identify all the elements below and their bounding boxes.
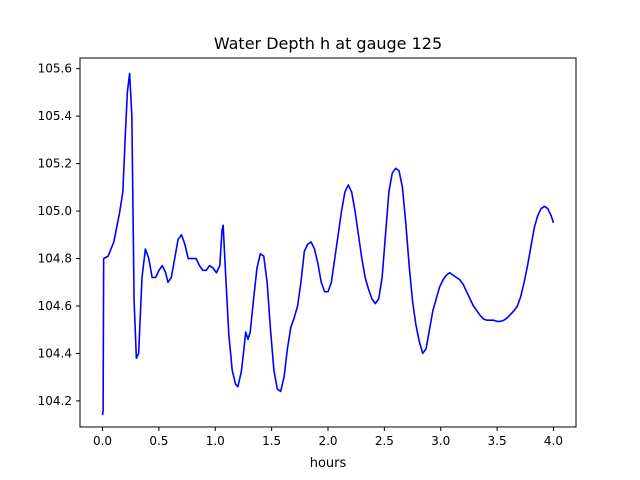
y-tick-label: 104.8 — [38, 252, 72, 266]
axis-ticks: 0.0 0.5 1.0 1.5 2.0 2.5 3.0 3.5 4.0 104.2 104.4 104… — [38, 62, 563, 448]
x-tick-label: 2.5 — [375, 434, 394, 448]
x-axis-label: hours — [310, 456, 347, 471]
y-tick-label: 105.6 — [38, 62, 72, 76]
x-tick-label: 1.0 — [206, 434, 225, 448]
x-tick-label: 2.0 — [318, 434, 337, 448]
series-line-0 — [101, 72, 555, 416]
chart-title: Water Depth h at gauge 125 — [214, 34, 442, 53]
x-tick-label: 4.0 — [544, 434, 563, 448]
x-tick-label: 1.5 — [262, 434, 281, 448]
y-tick-label: 104.6 — [38, 299, 72, 313]
x-tick-label: 3.5 — [488, 434, 507, 448]
y-tick-label: 105.2 — [38, 157, 72, 171]
x-tick-label: 0.5 — [149, 434, 168, 448]
y-tick-label: 105.0 — [38, 204, 72, 218]
plot-area — [101, 72, 555, 416]
y-tick-label: 104.4 — [38, 346, 72, 360]
y-tick-label: 105.4 — [38, 109, 72, 123]
x-tick-label: 3.0 — [431, 434, 450, 448]
x-tick-label: 0.0 — [93, 434, 112, 448]
y-tick-label: 104.2 — [38, 394, 72, 408]
